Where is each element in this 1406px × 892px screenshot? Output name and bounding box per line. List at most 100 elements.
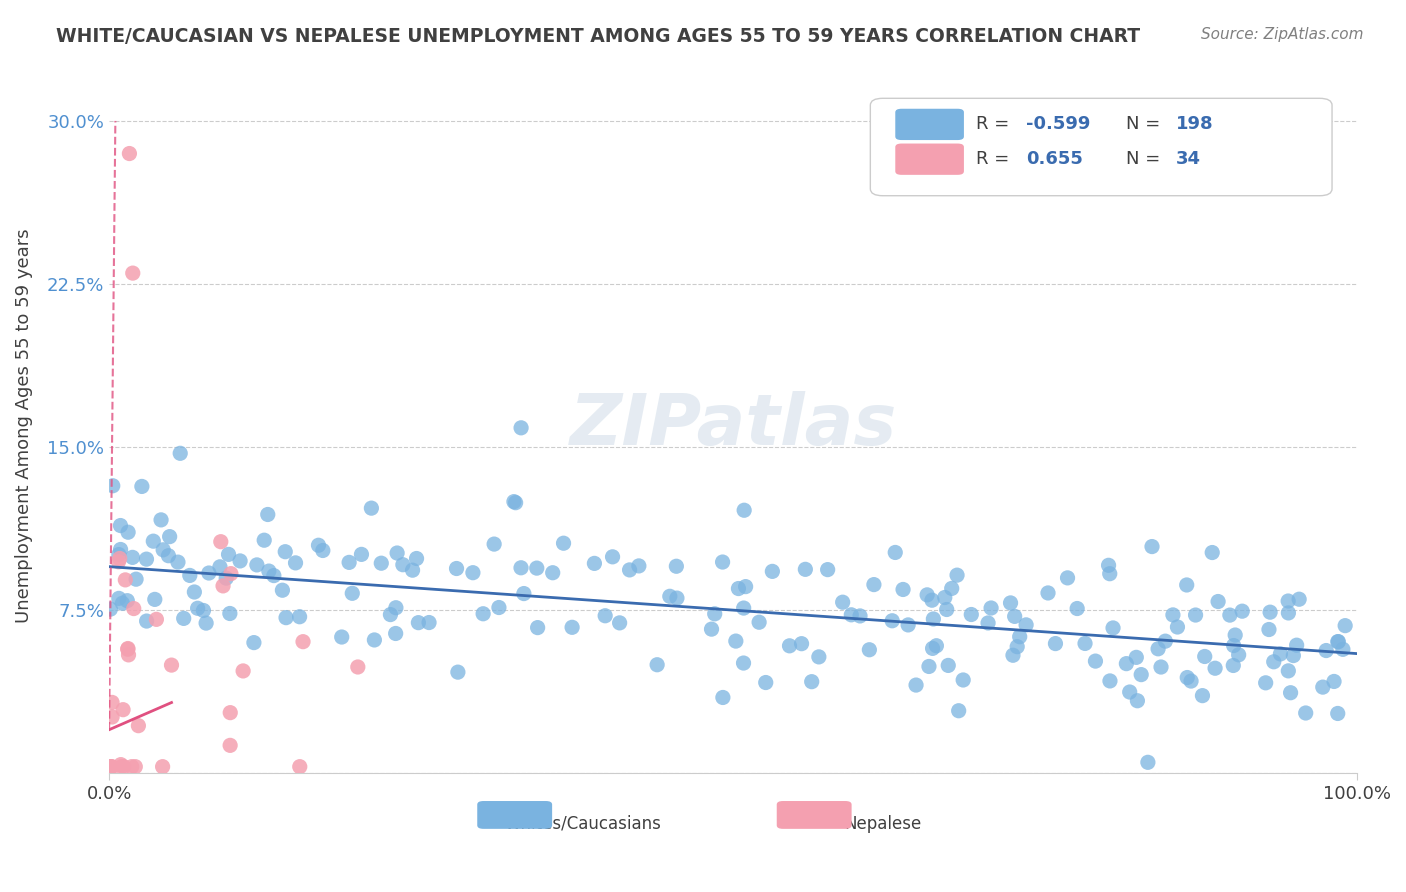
Point [160, 658, 183, 673]
Point [1098, 566, 1121, 581]
Point [897, 618, 920, 632]
Point [121, 759, 143, 773]
Point [122, 601, 145, 615]
Point [117, 641, 139, 656]
Point [858, 642, 880, 657]
Point [212, 579, 235, 593]
Point [101, 695, 124, 709]
Point [1222, 658, 1244, 673]
Point [1285, 638, 1308, 652]
Point [526, 561, 548, 575]
Point [952, 673, 974, 687]
Point [98, 759, 121, 773]
Point [218, 548, 240, 562]
Point [1180, 674, 1202, 689]
Point [1126, 694, 1149, 708]
Point [100, 602, 122, 616]
Point [342, 586, 364, 600]
Point [108, 551, 131, 566]
Point [510, 561, 533, 575]
Point [948, 704, 970, 718]
Point [526, 621, 548, 635]
Point [1277, 594, 1299, 608]
Point [1258, 605, 1281, 619]
Point [215, 571, 238, 585]
Point [482, 537, 505, 551]
Point [243, 635, 266, 649]
Point [187, 601, 209, 615]
Point [418, 615, 440, 630]
Point [1074, 636, 1097, 650]
Point [152, 759, 174, 773]
Point [1130, 667, 1153, 681]
Text: WHITE/CAUCASIAN VS NEPALESE UNEMPLOYMENT AMONG AGES 55 TO 59 YEARS CORRELATION C: WHITE/CAUCASIAN VS NEPALESE UNEMPLOYMENT… [56, 27, 1140, 45]
Point [1295, 706, 1317, 720]
Point [112, 759, 135, 773]
Text: Whites/Caucasians: Whites/Caucasians [505, 815, 662, 833]
Point [219, 739, 242, 753]
Point [111, 596, 134, 610]
Point [167, 555, 190, 569]
Point [1331, 642, 1354, 657]
Point [1045, 636, 1067, 650]
Point [831, 595, 853, 609]
Text: N =: N = [1126, 150, 1166, 168]
Point [380, 607, 402, 622]
Text: 198: 198 [1175, 115, 1213, 133]
Point [1000, 596, 1022, 610]
Point [288, 609, 311, 624]
Point [257, 564, 280, 578]
Point [807, 649, 830, 664]
Point [157, 549, 180, 563]
Point [100, 759, 122, 773]
Point [209, 534, 232, 549]
Point [1097, 558, 1119, 573]
Point [703, 607, 725, 621]
Point [882, 614, 904, 628]
Text: ZIPatlas: ZIPatlas [569, 391, 897, 459]
Point [1136, 756, 1159, 770]
Point [1004, 609, 1026, 624]
Point [208, 559, 231, 574]
Point [922, 612, 945, 626]
Point [1084, 654, 1107, 668]
Point [936, 658, 959, 673]
Point [1161, 607, 1184, 622]
Point [107, 555, 129, 569]
Point [884, 545, 907, 559]
Point [665, 559, 688, 574]
Point [145, 612, 167, 626]
Point [513, 586, 536, 600]
Point [1258, 623, 1281, 637]
Point [1326, 634, 1348, 648]
Point [392, 558, 415, 572]
Y-axis label: Unemployment Among Ages 55 to 59 years: Unemployment Among Ages 55 to 59 years [15, 228, 32, 623]
Point [1282, 648, 1305, 663]
Point [1201, 545, 1223, 559]
Point [977, 615, 1000, 630]
Point [1098, 673, 1121, 688]
Point [711, 690, 734, 705]
Point [117, 525, 139, 540]
Point [1154, 634, 1177, 648]
Point [117, 593, 139, 607]
Point [1008, 630, 1031, 644]
Point [941, 582, 963, 596]
Point [253, 533, 276, 548]
Point [1191, 689, 1213, 703]
Point [1001, 648, 1024, 663]
Point [350, 548, 373, 562]
Point [118, 146, 141, 161]
Point [1118, 685, 1140, 699]
Point [1015, 618, 1038, 632]
Text: 0.655: 0.655 [1026, 150, 1083, 168]
Point [1184, 607, 1206, 622]
Point [232, 664, 254, 678]
Point [135, 614, 157, 628]
Point [863, 577, 886, 591]
Text: Nepalese: Nepalese [844, 815, 921, 833]
FancyBboxPatch shape [896, 109, 965, 140]
Point [461, 566, 484, 580]
Point [288, 759, 311, 773]
Point [980, 601, 1002, 615]
